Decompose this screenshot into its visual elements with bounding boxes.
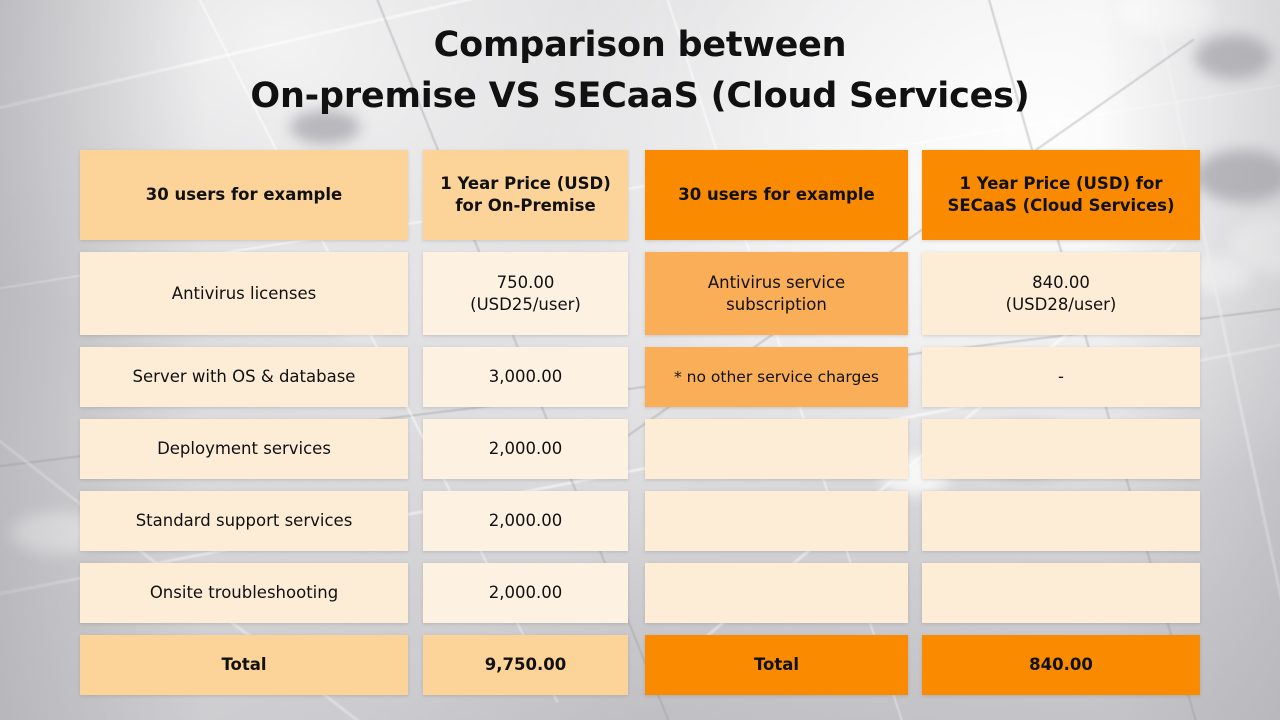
header-secaas-price-line-1: 1 Year Price (USD) for <box>959 174 1163 194</box>
row-4-secaas-price <box>922 491 1200 551</box>
row-1-onprem-price-line-2: (USD25/user) <box>470 294 581 314</box>
row-2-onprem-price: 3,000.00 <box>423 347 628 407</box>
table-row: Standard support services 2,000.00 <box>80 491 1200 551</box>
total-secaas-label: Total <box>645 635 908 695</box>
column-gap <box>628 252 645 335</box>
column-gap <box>908 491 922 551</box>
decor-ellipse <box>1195 150 1280 202</box>
table-row: Onsite troubleshooting 2,000.00 <box>80 563 1200 623</box>
row-3-onprem-price: 2,000.00 <box>423 419 628 479</box>
header-secaas-item: 30 users for example <box>645 150 908 240</box>
row-4-onprem-item: Standard support services <box>80 491 408 551</box>
row-1-onprem-price-line-1: 750.00 <box>496 272 555 292</box>
row-1-secaas-price: 840.00 (USD28/user) <box>922 252 1200 335</box>
row-1-onprem-item: Antivirus licenses <box>80 252 408 335</box>
table-row: Deployment services 2,000.00 <box>80 419 1200 479</box>
table-header-row: 30 users for example 1 Year Price (USD) … <box>80 150 1200 240</box>
column-gap <box>908 150 922 240</box>
page-title: Comparison between On-premise VS SECaaS … <box>0 20 1280 122</box>
column-gap <box>408 419 423 479</box>
header-secaas-price-line-2: SECaaS (Cloud Services) <box>947 196 1175 215</box>
column-gap <box>408 252 423 335</box>
column-gap <box>408 635 423 695</box>
row-1-secaas-price-line-2: (USD28/user) <box>1005 294 1117 314</box>
column-gap <box>908 252 922 335</box>
row-4-secaas-item <box>645 491 908 551</box>
table-total-row: Total 9,750.00 Total 840.00 <box>80 635 1200 695</box>
decor-ellipse <box>1230 215 1280 275</box>
row-5-onprem-price: 2,000.00 <box>423 563 628 623</box>
column-gap <box>908 419 922 479</box>
row-2-onprem-item: Server with OS & database <box>80 347 408 407</box>
header-onprem-item: 30 users for example <box>80 150 408 240</box>
total-onprem-label: Total <box>80 635 408 695</box>
row-1-onprem-price: 750.00 (USD25/user) <box>423 252 628 335</box>
row-5-secaas-item <box>645 563 908 623</box>
column-gap <box>908 347 922 407</box>
row-1-secaas-item: Antivirus service subscription <box>645 252 908 335</box>
header-onprem-price-line-1: 1 Year Price (USD) <box>440 174 611 194</box>
column-gap <box>628 563 645 623</box>
row-5-onprem-item: Onsite troubleshooting <box>80 563 408 623</box>
table-row: Server with OS & database 3,000.00 * no … <box>80 347 1200 407</box>
total-onprem-value: 9,750.00 <box>423 635 628 695</box>
row-3-onprem-item: Deployment services <box>80 419 408 479</box>
column-gap <box>628 347 645 407</box>
column-gap <box>408 347 423 407</box>
header-onprem-price: 1 Year Price (USD) for On-Premise <box>423 150 628 240</box>
column-gap <box>408 491 423 551</box>
comparison-table: 30 users for example 1 Year Price (USD) … <box>80 150 1200 707</box>
header-onprem-price-line-2: for On-Premise <box>455 196 596 215</box>
row-1-secaas-price-line-1: 840.00 <box>1032 272 1090 292</box>
title-line-2: On-premise VS SECaaS (Cloud Services) <box>250 76 1030 116</box>
column-gap <box>628 491 645 551</box>
column-gap <box>908 635 922 695</box>
row-3-secaas-price <box>922 419 1200 479</box>
column-gap <box>628 150 645 240</box>
column-gap <box>908 563 922 623</box>
row-1-secaas-item-line-2: subscription <box>726 294 827 314</box>
row-1-secaas-item-line-1: Antivirus service <box>707 272 846 292</box>
row-5-secaas-price <box>922 563 1200 623</box>
column-gap <box>408 150 423 240</box>
row-2-secaas-price: - <box>922 347 1200 407</box>
row-4-onprem-price: 2,000.00 <box>423 491 628 551</box>
header-secaas-price: 1 Year Price (USD) for SECaaS (Cloud Ser… <box>922 150 1200 240</box>
row-3-secaas-item <box>645 419 908 479</box>
column-gap <box>628 635 645 695</box>
column-gap <box>408 563 423 623</box>
row-2-secaas-item: * no other service charges <box>645 347 908 407</box>
total-secaas-value: 840.00 <box>922 635 1200 695</box>
column-gap <box>628 419 645 479</box>
table-row: Antivirus licenses 750.00 (USD25/user) A… <box>80 252 1200 335</box>
title-line-1: Comparison between <box>433 25 847 65</box>
